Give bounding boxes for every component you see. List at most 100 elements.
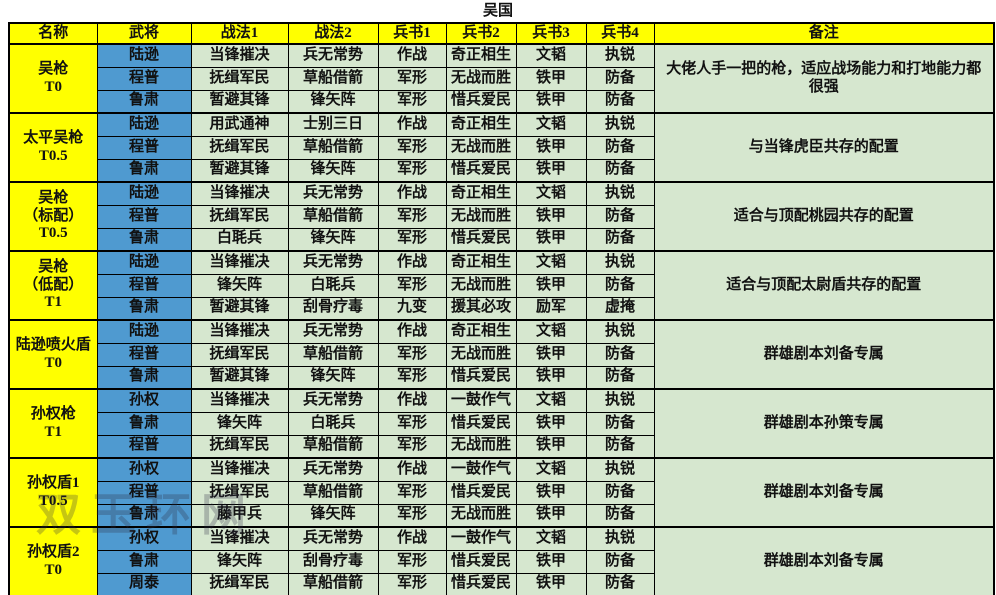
- col-header-name: 名称: [8, 22, 98, 45]
- note-cell: 与当锋虎臣共存的配置: [653, 112, 995, 183]
- book3-cell: 文韬: [515, 388, 587, 413]
- book3-cell: 铁甲: [515, 411, 587, 436]
- book2-cell: 惜兵爱民: [445, 480, 517, 505]
- note-cell: 群雄剧本孙策专属: [653, 388, 995, 459]
- book4-cell: 执锐: [585, 526, 655, 551]
- book1-cell: 军形: [377, 342, 447, 367]
- book1-cell: 作战: [377, 181, 447, 206]
- book3-cell: 文韬: [515, 112, 587, 137]
- group-name-cell: 陆逊喷火盾 T0: [8, 319, 98, 390]
- general-cell: 陆逊: [96, 112, 192, 137]
- general-cell: 鲁肃: [96, 549, 192, 574]
- book3-cell: 铁甲: [515, 135, 587, 160]
- book3-cell: 铁甲: [515, 572, 587, 595]
- general-cell: 陆逊: [96, 43, 192, 68]
- table-row: 鲁肃 暂避其锋 锋矢阵 军形 惜兵爱民 铁甲 防备: [9, 158, 994, 183]
- book1-cell: 作战: [377, 112, 447, 137]
- table-row: 吴枪 T0 陆逊 当锋摧决 兵无常势 作战 奇正相生 文韬 执锐 大佬人手一把的枪，适应战场能力和…: [8, 43, 995, 114]
- book1-cell: 作战: [377, 43, 447, 68]
- col-header-book4: 兵书4: [585, 22, 655, 45]
- general-cell: 鲁肃: [96, 89, 192, 114]
- table-row: 吴枪 （标配） T0.5 陆逊 当锋摧决 兵无常势 作战 奇正相生 文韬 执锐 适合与顶配桃园共存的…: [8, 181, 995, 252]
- tactic2-cell: 草船借箭: [287, 204, 379, 229]
- group-name-cell: 孙权盾2 T0: [8, 526, 98, 595]
- table-row: 鲁肃 藤甲兵 锋矢阵 军形 无战而胜 铁甲 防备: [9, 503, 994, 528]
- book3-cell: 铁甲: [515, 273, 587, 298]
- tactic1-cell: 当锋摧决: [190, 388, 289, 413]
- tactic2-cell: 草船借箭: [287, 135, 379, 160]
- general-cell: 陆逊: [96, 250, 192, 275]
- table-row: 程普 抚缉军民 草船借箭 军形 无战而胜 铁甲 防备: [9, 66, 994, 91]
- tactic2-cell: 草船借箭: [287, 434, 379, 459]
- book1-cell: 军形: [377, 204, 447, 229]
- table-row: 程普 抚缉军民 草船借箭 军形 无战而胜 铁甲 防备: [9, 434, 994, 459]
- tactic2-cell: 兵无常势: [287, 181, 379, 206]
- book2-cell: 惜兵爱民: [445, 365, 517, 390]
- book2-cell: 无战而胜: [445, 342, 517, 367]
- book2-cell: 惜兵爱民: [445, 549, 517, 574]
- tactic2-cell: 锋矢阵: [287, 89, 379, 114]
- wu-config-table: 名称 武将 战法1 战法2 兵书1 兵书2 兵书3 兵书4 备注 吴枪 T0 陆逊当…: [8, 22, 995, 595]
- book3-cell: 文韬: [515, 250, 587, 275]
- book1-cell: 作战: [377, 250, 447, 275]
- col-header-note: 备注: [653, 22, 995, 45]
- book1-cell: 军形: [377, 503, 447, 528]
- book1-cell: 军形: [377, 434, 447, 459]
- book4-cell: 防备: [585, 480, 655, 505]
- book2-cell: 无战而胜: [445, 135, 517, 160]
- note-cell: 大佬人手一把的枪，适应战场能力和打地能力都很强: [653, 43, 995, 114]
- tactic1-cell: 当锋摧决: [190, 319, 289, 344]
- table-row: 程普 抚缉军民 草船借箭 军形 无战而胜 铁甲 防备: [9, 342, 994, 367]
- col-header-tactic1: 战法1: [190, 22, 289, 45]
- book3-cell: 铁甲: [515, 66, 587, 91]
- book4-cell: 防备: [585, 227, 655, 252]
- group-name-cell: 吴枪 （低配） T1: [8, 250, 98, 321]
- tactic2-cell: 兵无常势: [287, 250, 379, 275]
- tactic1-cell: 抚缉军民: [190, 342, 289, 367]
- tactic1-cell: 锋矢阵: [190, 411, 289, 436]
- tactic2-cell: 士别三日: [287, 112, 379, 137]
- tactic2-cell: 锋矢阵: [287, 227, 379, 252]
- book3-cell: 铁甲: [515, 89, 587, 114]
- book4-cell: 执锐: [585, 457, 655, 482]
- book2-cell: 惜兵爱民: [445, 89, 517, 114]
- tactic1-cell: 抚缉军民: [190, 572, 289, 595]
- general-cell: 程普: [96, 342, 192, 367]
- general-cell: 鲁肃: [96, 296, 192, 321]
- book4-cell: 防备: [585, 503, 655, 528]
- book2-cell: 无战而胜: [445, 434, 517, 459]
- book2-cell: 奇正相生: [445, 250, 517, 275]
- general-cell: 孙权: [96, 388, 192, 413]
- general-cell: 程普: [96, 434, 192, 459]
- book3-cell: 文韬: [515, 43, 587, 68]
- tactic2-cell: 锋矢阵: [287, 365, 379, 390]
- book4-cell: 防备: [585, 549, 655, 574]
- table-row: 鲁肃 锋矢阵 白毦兵 军形 惜兵爱民 铁甲 防备: [9, 411, 994, 436]
- tactic1-cell: 用武通神: [190, 112, 289, 137]
- book2-cell: 一鼓作气: [445, 526, 517, 551]
- book4-cell: 执锐: [585, 181, 655, 206]
- tactic2-cell: 兵无常势: [287, 388, 379, 413]
- tactic1-cell: 抚缉军民: [190, 480, 289, 505]
- tactic1-cell: 抚缉军民: [190, 204, 289, 229]
- note-cell: 适合与顶配太尉盾共存的配置: [653, 250, 995, 321]
- tactic2-cell: 锋矢阵: [287, 158, 379, 183]
- tactic1-cell: 暂避其锋: [190, 158, 289, 183]
- table-row: 鲁肃 暂避其锋 锋矢阵 军形 惜兵爱民 铁甲 防备: [9, 89, 994, 114]
- book3-cell: 文韬: [515, 457, 587, 482]
- tactic1-cell: 抚缉军民: [190, 66, 289, 91]
- tactic1-cell: 当锋摧决: [190, 181, 289, 206]
- tactic2-cell: 锋矢阵: [287, 503, 379, 528]
- book1-cell: 作战: [377, 457, 447, 482]
- tactic1-cell: 暂避其锋: [190, 365, 289, 390]
- book4-cell: 防备: [585, 342, 655, 367]
- tactic2-cell: 白毦兵: [287, 411, 379, 436]
- book1-cell: 军形: [377, 135, 447, 160]
- table-row: 陆逊喷火盾 T0 陆逊 当锋摧决 兵无常势 作战 奇正相生 文韬 执锐 群雄剧本刘备专属: [8, 319, 995, 390]
- book1-cell: 军形: [377, 572, 447, 595]
- table-row: 程普 抚缉军民 草船借箭 军形 无战而胜 铁甲 防备: [9, 135, 994, 160]
- book4-cell: 执锐: [585, 319, 655, 344]
- book3-cell: 铁甲: [515, 158, 587, 183]
- general-cell: 程普: [96, 66, 192, 91]
- tactic1-cell: 抚缉军民: [190, 135, 289, 160]
